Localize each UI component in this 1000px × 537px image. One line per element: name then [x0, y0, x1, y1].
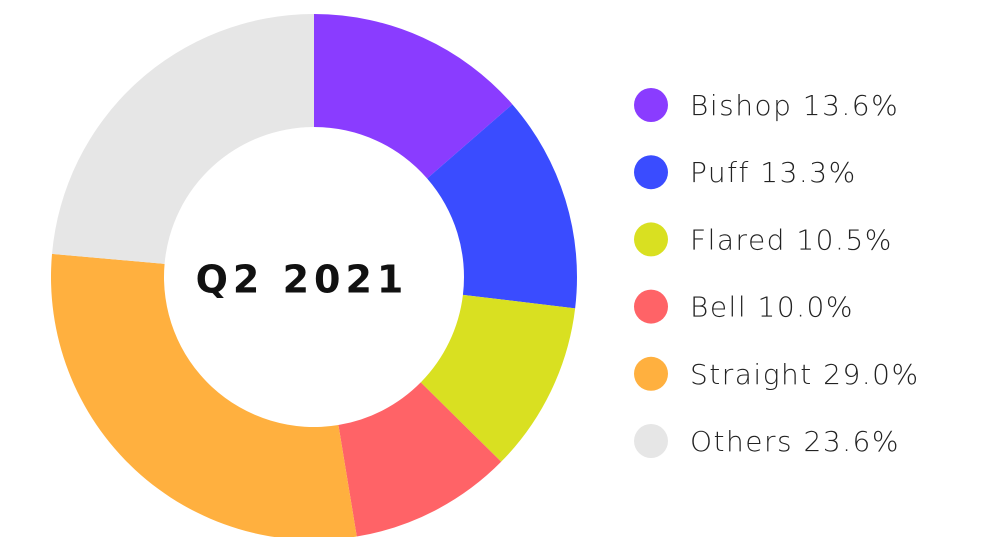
- donut: [51, 14, 577, 537]
- legend-value: 13.3%: [760, 156, 856, 189]
- legend-label: Puff 13.3%: [690, 156, 857, 189]
- legend-swatch: [634, 424, 668, 458]
- legend: Bishop 13.6% Puff 13.3% Flared 10.5% Bell 1…: [634, 88, 920, 458]
- legend-value: 13.6%: [803, 89, 899, 122]
- center-label: Q2 2021: [196, 258, 409, 302]
- legend-name: Others: [690, 425, 793, 458]
- legend-name: Flared: [690, 223, 786, 256]
- slice: [338, 382, 502, 537]
- legend-label: Straight 29.0%: [690, 358, 920, 391]
- legend-name: Bishop: [690, 89, 792, 122]
- legend-label: Bishop 13.6%: [690, 89, 899, 122]
- legend-label: Others 23.6%: [690, 425, 900, 458]
- legend-value: 29.0%: [823, 358, 919, 391]
- legend-swatch: [634, 155, 668, 190]
- slice: [427, 104, 577, 309]
- legend-swatch: [634, 88, 668, 122]
- slice: [52, 14, 315, 264]
- legend-name: Straight: [690, 358, 813, 391]
- legend-value: 10.5%: [796, 223, 892, 256]
- legend-swatch: [634, 289, 668, 324]
- slice: [51, 253, 357, 537]
- legend-value: 10.0%: [758, 291, 854, 324]
- slice: [420, 294, 576, 462]
- slice: [314, 14, 513, 179]
- legend-label: Flared 10.5%: [690, 223, 893, 256]
- legend-name: Puff: [690, 156, 750, 189]
- legend-name: Bell: [690, 291, 747, 324]
- legend-label: Bell 10.0%: [690, 291, 854, 324]
- legend-swatch: [634, 222, 668, 257]
- legend-value: 23.6%: [804, 425, 900, 458]
- legend-swatch: [634, 356, 668, 391]
